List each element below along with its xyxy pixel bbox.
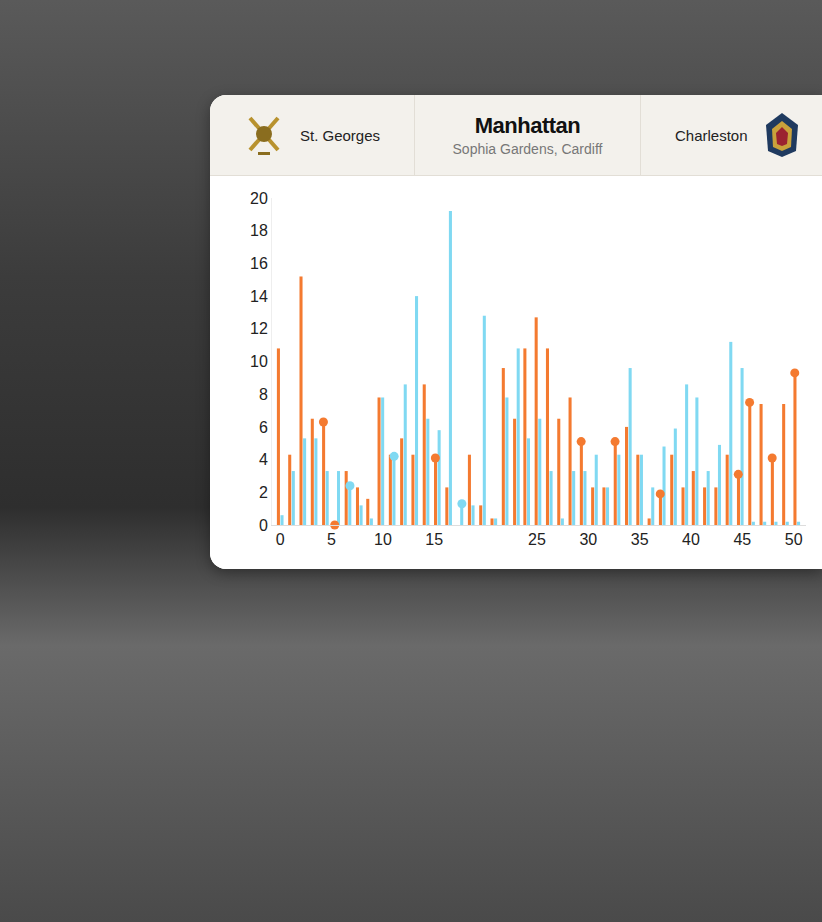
svg-text:20: 20 [250, 190, 268, 207]
svg-text:0: 0 [276, 531, 285, 548]
svg-text:12: 12 [250, 320, 268, 337]
svg-text:10: 10 [374, 531, 392, 548]
svg-text:0: 0 [259, 517, 268, 534]
html-text:Manhattan: Manhattan [474, 113, 581, 138]
svg-text:30: 30 [579, 531, 597, 548]
svg-text:4: 4 [259, 451, 268, 468]
html-text:Sophia Gardens, Cardiff: Sophia Gardens, Cardiff [452, 141, 603, 157]
svg-text:8: 8 [259, 386, 268, 403]
svg-text:6: 6 [259, 419, 268, 436]
svg-text:14: 14 [250, 288, 268, 305]
svg-text:50: 50 [785, 531, 803, 548]
svg-text:16: 16 [250, 255, 268, 272]
svg-text:2: 2 [259, 484, 268, 501]
svg-text:18: 18 [250, 222, 268, 239]
html-text:Charleston: Charleston [675, 126, 748, 144]
html-text:St. Georges: St. Georges [300, 126, 380, 144]
svg-text:10: 10 [250, 353, 268, 370]
svg-text:25: 25 [528, 531, 546, 548]
svg-text:40: 40 [682, 531, 700, 548]
svg-text:35: 35 [631, 531, 649, 548]
svg-text:5: 5 [327, 531, 336, 548]
svg-text:15: 15 [425, 531, 443, 548]
svg-text:45: 45 [733, 531, 751, 548]
